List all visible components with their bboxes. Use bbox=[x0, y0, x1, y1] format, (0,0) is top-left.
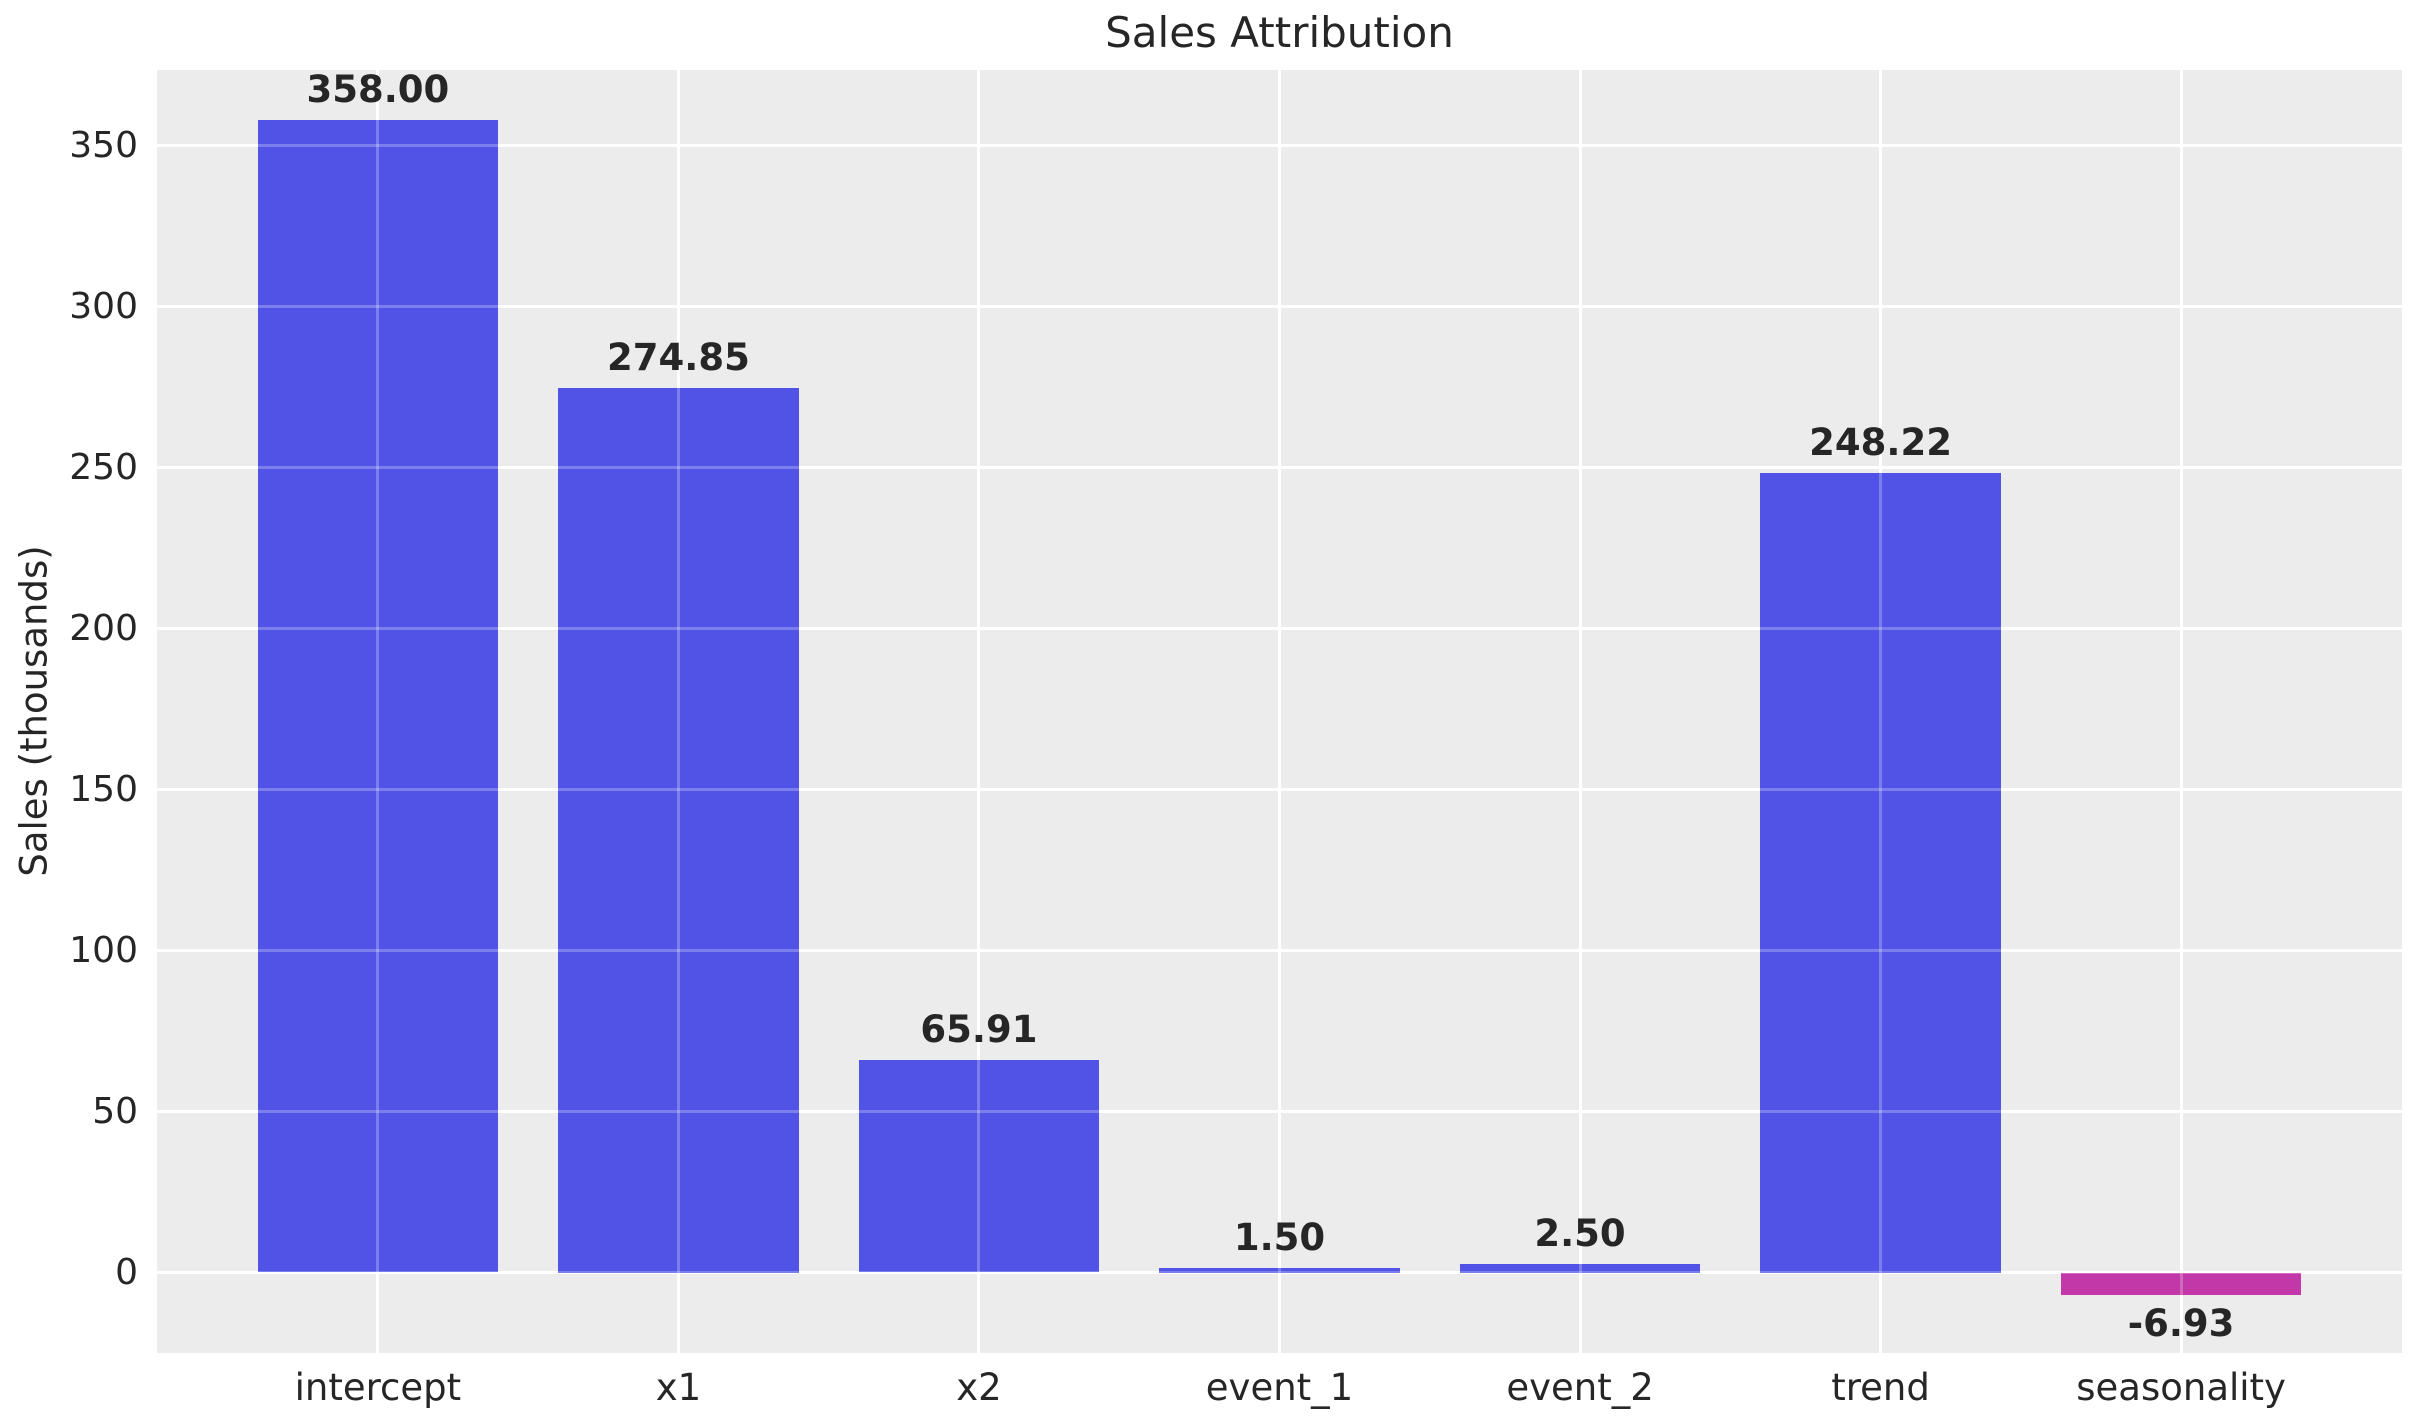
chart-title: Sales Attribution bbox=[1105, 8, 1454, 57]
y-tick-label: 150 bbox=[69, 768, 138, 810]
y-gridline-overlay bbox=[157, 144, 2402, 148]
x-gridline-overlay bbox=[2179, 70, 2183, 1353]
bar-value-label-x1: 274.85 bbox=[607, 335, 750, 379]
bar-x2 bbox=[858, 1060, 1100, 1273]
x-tick-label-event_2: event_2 bbox=[1506, 1366, 1654, 1409]
y-gridline-overlay bbox=[157, 949, 2402, 953]
x-gridline bbox=[1278, 70, 1281, 1353]
x-gridline bbox=[1578, 70, 1582, 1353]
x-gridline-overlay bbox=[1578, 70, 1582, 1353]
y-tick-label: 200 bbox=[69, 607, 138, 649]
x-gridline-overlay bbox=[977, 70, 981, 1353]
y-tick-label: 100 bbox=[69, 929, 138, 971]
bar-value-label-x2: 65.91 bbox=[920, 1008, 1038, 1052]
x-gridline bbox=[2179, 70, 2183, 1353]
bar-intercept bbox=[257, 119, 499, 1273]
bar-value-label-event_2: 2.50 bbox=[1534, 1212, 1626, 1256]
x-tick-label-seasonality: seasonality bbox=[2076, 1366, 2286, 1409]
x-gridline-overlay bbox=[1278, 70, 1281, 1353]
x-tick-label-intercept: intercept bbox=[294, 1366, 462, 1409]
x-tick-label-event_1: event_1 bbox=[1205, 1366, 1354, 1409]
bar-value-label-seasonality: -6.93 bbox=[2127, 1301, 2235, 1345]
x-gridline-overlay bbox=[1879, 70, 1883, 1353]
x-gridline-overlay bbox=[376, 70, 380, 1353]
y-gridline-overlay bbox=[157, 788, 2402, 792]
y-gridline-overlay bbox=[157, 1110, 2402, 1114]
bar-x1 bbox=[558, 387, 799, 1273]
plot-area: 358.00 274.85 65.91 1.50 2.50 248.22 -6.93 bbox=[157, 70, 2402, 1353]
bar-value-label-intercept: 358.00 bbox=[306, 67, 450, 111]
bar-value-label-event_1: 1.50 bbox=[1233, 1215, 1326, 1259]
y-gridline-overlay bbox=[157, 627, 2402, 631]
x-tick-label-x2: x2 bbox=[956, 1366, 1002, 1409]
bar-value-label-trend: 248.22 bbox=[1809, 421, 1952, 465]
y-tick-label: 0 bbox=[115, 1251, 138, 1293]
x-gridline bbox=[977, 70, 981, 1353]
y-tick-label: 50 bbox=[92, 1090, 138, 1132]
y-gridline-overlay bbox=[157, 1271, 2402, 1274]
y-gridline-overlay bbox=[157, 305, 2402, 309]
bar-trend bbox=[1760, 473, 2001, 1273]
y-tick-label: 350 bbox=[69, 124, 138, 166]
x-tick-label-x1: x1 bbox=[655, 1366, 702, 1409]
y-gridline-overlay bbox=[157, 466, 2402, 470]
y-axis-label: Sales (thousands) bbox=[12, 545, 56, 877]
bar-event_1 bbox=[1159, 1267, 1400, 1273]
y-tick-label: 250 bbox=[69, 446, 138, 488]
y-tick-label: 300 bbox=[69, 285, 138, 327]
x-gridline-overlay bbox=[676, 70, 680, 1353]
bar-seasonality bbox=[2060, 1272, 2302, 1295]
x-tick-label-trend: trend bbox=[1831, 1366, 1930, 1409]
bar-event_2 bbox=[1459, 1264, 1701, 1273]
